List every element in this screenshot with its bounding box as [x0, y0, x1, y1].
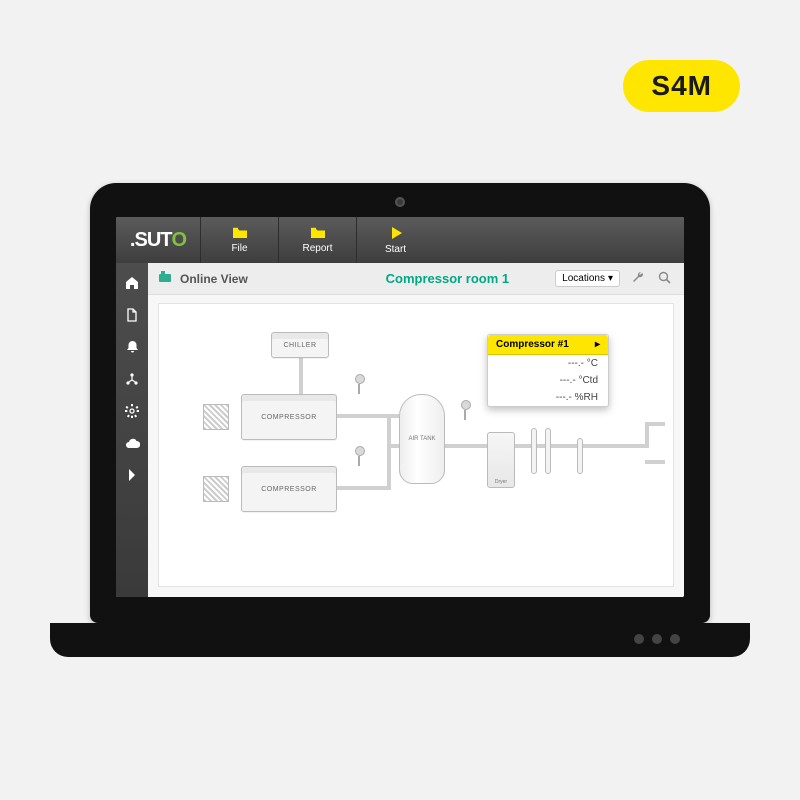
home-icon	[125, 276, 139, 293]
pipe	[299, 358, 303, 394]
cloud-icon	[125, 437, 140, 452]
network-icon	[125, 372, 139, 389]
menu-file[interactable]: File	[200, 217, 278, 263]
gear-icon	[125, 404, 139, 421]
app-screen: .SUTO File Report	[116, 217, 684, 597]
tool-wrench[interactable]	[628, 271, 647, 287]
filter-unit	[577, 438, 583, 474]
locations-label: Locations	[562, 273, 605, 284]
air-tank[interactable]: AIR TANK	[399, 394, 445, 484]
tooltip-row: ---.- %RH	[488, 389, 608, 406]
topbar: .SUTO File Report	[116, 217, 684, 263]
content-area: Online View Compressor room 1 Locations …	[148, 263, 684, 597]
app-body: Online View Compressor room 1 Locations …	[116, 263, 684, 597]
brand-logo: .SUTO	[116, 217, 200, 263]
tooltip-row: ---.- °C	[488, 355, 608, 372]
dryer-unit[interactable]: Dryer	[487, 432, 515, 488]
brand-o-ring: O	[172, 229, 187, 252]
base-dots	[634, 634, 680, 644]
tooltip-row: ---.- °Ctd	[488, 372, 608, 389]
bell-icon	[126, 340, 139, 357]
sensor-icon	[461, 400, 469, 418]
laptop-base	[50, 623, 750, 657]
vent-grille	[203, 404, 229, 430]
webcam-dot	[395, 197, 405, 207]
locations-dropdown[interactable]: Locations ▾	[555, 270, 620, 287]
diagram-canvas: CHILLER COMPRESSOR COMPRESSOR AIR TANK Dryer…	[158, 303, 674, 587]
brand-s: S	[134, 229, 146, 252]
menu-start[interactable]: Start	[356, 217, 434, 263]
pipe	[337, 486, 387, 490]
vent-grille	[203, 476, 229, 502]
view-title: Online View	[180, 272, 248, 286]
tooltip-header: Compressor #1 ▸	[488, 335, 608, 355]
menu-start-label: Start	[385, 244, 406, 255]
menu-file-label: File	[231, 243, 247, 254]
sidebar-network[interactable]	[118, 366, 146, 394]
sidebar-home[interactable]	[118, 270, 146, 298]
top-menu: File Report Start	[200, 217, 434, 263]
zoom-icon	[658, 272, 671, 287]
pipe	[645, 422, 665, 426]
pipe	[645, 460, 665, 464]
menu-report[interactable]: Report	[278, 217, 356, 263]
menu-report-label: Report	[302, 243, 332, 254]
view-titlebar: Online View Compressor room 1 Locations …	[148, 263, 684, 295]
tooltip-expand-icon[interactable]: ▸	[595, 339, 600, 350]
brand-t: T	[160, 229, 171, 252]
filter-unit	[531, 428, 537, 474]
compressor2-box[interactable]: COMPRESSOR	[241, 466, 337, 512]
laptop-mockup: .SUTO File Report	[90, 183, 710, 657]
pipe	[387, 416, 391, 490]
room-name: Compressor room 1	[386, 271, 510, 286]
brand-u: U	[147, 229, 160, 252]
sensor-icon	[355, 446, 363, 464]
view-icon	[158, 270, 172, 287]
chevron-right-icon	[128, 469, 136, 484]
pipe	[445, 444, 487, 448]
play-icon	[389, 226, 403, 242]
wrench-icon	[631, 272, 644, 287]
filter-unit	[545, 428, 551, 474]
tooltip-title: Compressor #1	[496, 339, 569, 350]
sidebar-document[interactable]	[118, 302, 146, 330]
sidebar	[116, 263, 148, 597]
tool-zoom[interactable]	[655, 271, 674, 287]
sidebar-settings[interactable]	[118, 398, 146, 426]
folder-icon	[310, 227, 326, 241]
folder-icon	[232, 227, 248, 241]
sidebar-cloud[interactable]	[118, 430, 146, 458]
compressor1-box[interactable]: COMPRESSOR	[241, 394, 337, 440]
product-badge: S4M	[623, 60, 740, 112]
laptop-lid: .SUTO File Report	[90, 183, 710, 623]
chevron-down-icon: ▾	[608, 273, 613, 284]
compressor-tooltip[interactable]: Compressor #1 ▸ ---.- °C---.- °Ctd---.- %R…	[487, 334, 609, 407]
sidebar-collapse[interactable]	[118, 462, 146, 490]
chiller-box[interactable]: CHILLER	[271, 332, 329, 358]
sensor-icon	[355, 374, 363, 392]
document-icon	[126, 308, 138, 325]
sidebar-alarms[interactable]	[118, 334, 146, 362]
